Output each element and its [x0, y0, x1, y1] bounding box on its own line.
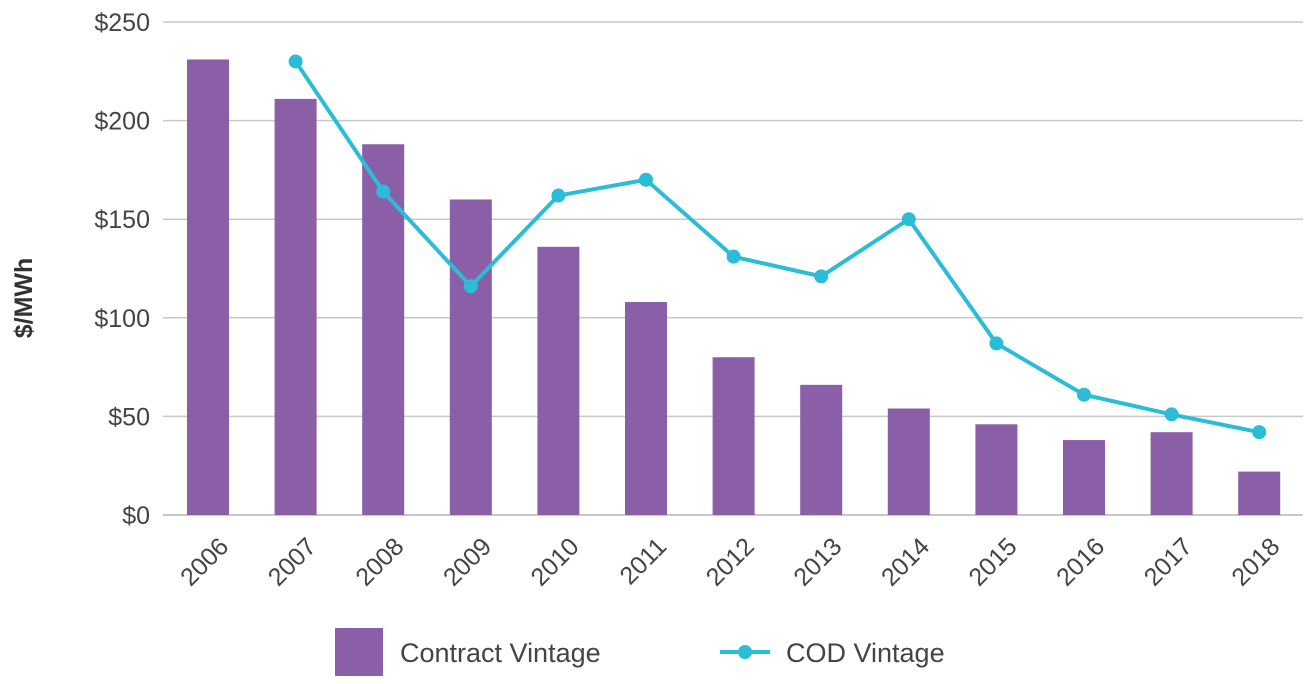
point-2016 — [1077, 387, 1091, 402]
y-tick-label: $50 — [108, 403, 150, 431]
bar-series-contract-vintage — [187, 59, 1281, 516]
legend-label-cod-vintage: COD Vintage — [786, 638, 945, 668]
legend-marker-cod-vintage — [738, 645, 752, 659]
x-tick-label: 2008 — [350, 532, 409, 591]
bar-2006 — [187, 59, 229, 516]
point-2011 — [639, 172, 653, 187]
bar-2016 — [1063, 440, 1105, 515]
gridlines — [163, 21, 1303, 516]
point-2017 — [1164, 407, 1179, 422]
x-axis-ticks: 2006 2007 2008 2009 2010 2011 2012 2013 2014 2015… — [175, 532, 1285, 591]
point-2012 — [726, 249, 741, 264]
bar-2007 — [274, 98, 317, 516]
bar-2015 — [975, 424, 1018, 515]
bar-2010 — [537, 246, 580, 516]
x-tick-label: 2010 — [526, 532, 585, 591]
y-tick-label: $100 — [94, 305, 150, 333]
bar-2017 — [1150, 432, 1193, 515]
bar-2009 — [449, 199, 492, 516]
bar-2018 — [1238, 471, 1281, 515]
y-tick-label: $150 — [94, 206, 150, 234]
x-tick-label: 2009 — [438, 532, 497, 591]
bar-2013 — [800, 384, 843, 515]
x-tick-label: 2016 — [1051, 532, 1110, 591]
x-tick-label: 2012 — [701, 532, 760, 591]
point-2013 — [814, 269, 829, 284]
x-tick-label: 2013 — [788, 532, 847, 591]
bar-2011 — [625, 302, 667, 515]
x-tick-label: 2018 — [1226, 532, 1285, 591]
legend: Contract Vintage COD Vintage — [335, 628, 945, 676]
legend-label-contract-vintage: Contract Vintage — [400, 638, 601, 668]
y-tick-label: $250 — [94, 9, 150, 37]
point-2018 — [1252, 425, 1267, 440]
x-tick-label: 2017 — [1139, 532, 1198, 591]
cod-vintage-line — [293, 60, 1260, 435]
y-axis-title: $/MWh — [10, 258, 38, 339]
point-2007 — [288, 54, 303, 69]
point-2014 — [901, 212, 916, 227]
x-tick-label: 2015 — [964, 532, 1023, 591]
y-tick-label: $0 — [122, 502, 150, 530]
point-2015 — [989, 336, 1004, 351]
line-series-cod-vintage — [288, 54, 1267, 440]
bar-2008 — [362, 144, 405, 515]
x-tick-label: 2007 — [263, 532, 322, 591]
bar-2012 — [712, 357, 755, 515]
y-axis-ticks: $0 $50 $100 $150 $200 $250 — [94, 9, 150, 530]
x-tick-label: 2014 — [876, 532, 935, 591]
x-tick-label: 2011 — [614, 532, 672, 590]
point-2009 — [463, 279, 478, 294]
point-2008 — [376, 184, 391, 199]
bar-2014 — [887, 408, 930, 515]
point-2010 — [551, 188, 566, 203]
legend-swatch-contract-vintage — [335, 628, 383, 676]
y-tick-label: $200 — [94, 108, 150, 136]
x-tick-label: 2006 — [175, 532, 234, 591]
